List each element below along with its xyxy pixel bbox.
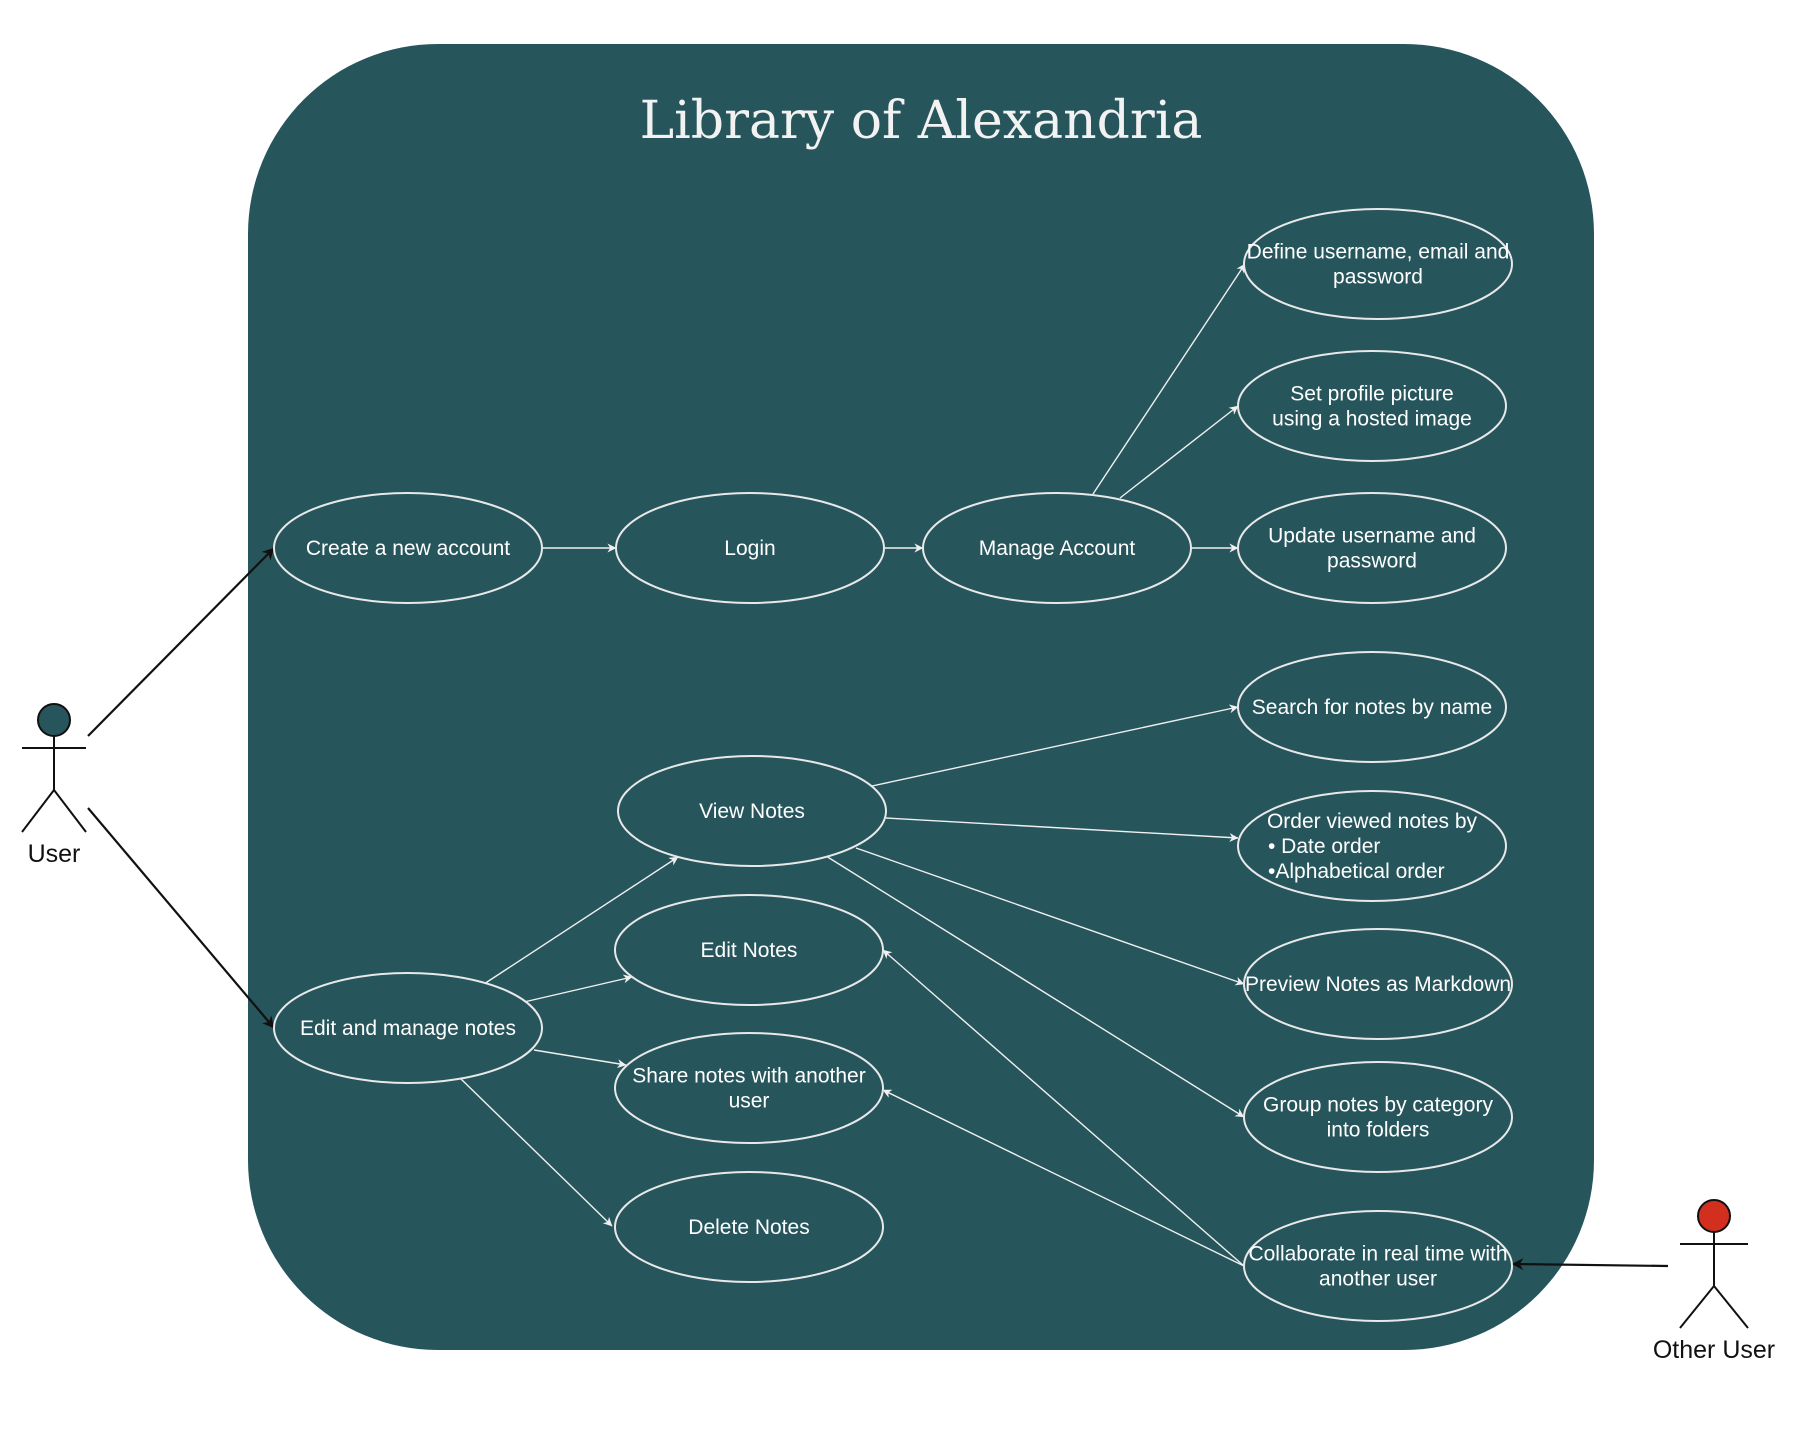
use-case-label: Set profile picture bbox=[1290, 383, 1453, 406]
use-case-label: Create a new account bbox=[306, 537, 510, 560]
use-case-label: • Date order bbox=[1268, 835, 1380, 858]
use-case-label: Edit Notes bbox=[701, 939, 798, 962]
other-user-right-leg bbox=[1713, 1285, 1749, 1329]
edge-manage-to-define-credentials bbox=[1092, 263, 1246, 495]
use-case-ellipse bbox=[273, 492, 543, 604]
use-case-label: Delete Notes bbox=[688, 1216, 809, 1239]
use-case-ellipse bbox=[614, 1171, 884, 1283]
use-case-ellipse bbox=[1237, 350, 1507, 462]
user-head bbox=[37, 703, 71, 737]
edge-edit-manage-to-delete-notes bbox=[459, 1077, 613, 1227]
use-case-ellipse bbox=[1237, 492, 1507, 604]
use-case-ellipse bbox=[1243, 928, 1513, 1040]
use-case-label: Order viewed notes by bbox=[1267, 810, 1478, 833]
use-case-label: Share notes with another bbox=[632, 1065, 865, 1088]
use-case-label: user bbox=[729, 1090, 770, 1113]
use-case-order-notes: Order viewed notes by• Date order•Alphab… bbox=[1237, 790, 1507, 902]
use-case-label: using a hosted image bbox=[1272, 408, 1472, 431]
use-case-ellipse bbox=[922, 492, 1192, 604]
use-case-label: password bbox=[1333, 266, 1423, 289]
use-case-label: Manage Account bbox=[979, 537, 1136, 560]
use-case-preview-markdown: Preview Notes as Markdown bbox=[1243, 928, 1513, 1040]
use-case-label: View Notes bbox=[699, 800, 805, 823]
use-case-ellipse bbox=[617, 755, 887, 867]
use-case-label: password bbox=[1327, 550, 1417, 573]
use-case-login: Login bbox=[615, 492, 885, 604]
use-case-view-notes: View Notes bbox=[617, 755, 887, 867]
actor-other-user: Other User bbox=[1653, 1199, 1775, 1364]
edge-view-to-group-notes bbox=[825, 855, 1245, 1118]
use-case-label: Preview Notes as Markdown bbox=[1245, 973, 1511, 996]
use-case-ellipse bbox=[1237, 790, 1507, 902]
edges bbox=[87, 263, 1669, 1271]
use-case-create-account: Create a new account bbox=[273, 492, 543, 604]
use-case-ellipse bbox=[614, 1032, 884, 1144]
edge-collaborate-to-edit-notes bbox=[882, 949, 1245, 1267]
use-cases: Create a new account Login Manage Account D… bbox=[273, 208, 1513, 1322]
use-case-ellipse bbox=[1243, 1061, 1513, 1173]
use-case-label: into folders bbox=[1327, 1119, 1430, 1142]
user-left-leg bbox=[21, 789, 55, 833]
edge-view-to-search-notes bbox=[871, 704, 1239, 787]
use-case-ellipse bbox=[1243, 1210, 1513, 1322]
use-case-search-notes: Search for notes by name bbox=[1237, 651, 1507, 763]
use-case-ellipse bbox=[273, 972, 543, 1084]
use-case-label: Define username, email and bbox=[1247, 241, 1510, 264]
edge-other-user-to-collaborate bbox=[1511, 1258, 1669, 1271]
use-case-ellipse bbox=[614, 894, 884, 1006]
edge-user-to-create-account bbox=[87, 547, 275, 737]
use-case-label: Search for notes by name bbox=[1252, 696, 1492, 719]
other-user-head bbox=[1697, 1199, 1731, 1233]
edge-edit-manage-to-view-notes bbox=[483, 856, 679, 985]
use-case-ellipse bbox=[615, 492, 885, 604]
edge-user-to-edit-manage-notes bbox=[87, 807, 275, 1029]
use-case-label: Group notes by category bbox=[1263, 1094, 1493, 1117]
other-user-label: Other User bbox=[1653, 1336, 1775, 1364]
edge-edit-manage-to-share-notes bbox=[533, 1049, 627, 1069]
use-case-edit-manage-notes: Edit and manage notes bbox=[273, 972, 543, 1084]
use-case-edit-notes: Edit Notes bbox=[614, 894, 884, 1006]
edge-view-to-order-notes bbox=[885, 817, 1239, 843]
user-right-leg bbox=[53, 789, 87, 833]
use-case-label: Update username and bbox=[1268, 525, 1476, 548]
use-case-label: Collaborate in real time with bbox=[1248, 1243, 1507, 1266]
system-boundary bbox=[248, 44, 1594, 1350]
use-case-label: Login bbox=[724, 537, 775, 560]
other-user-left-leg bbox=[1679, 1285, 1715, 1329]
edge-view-to-preview-markdown bbox=[855, 847, 1245, 986]
use-case-ellipse bbox=[1243, 208, 1513, 320]
use-case-label: another user bbox=[1319, 1268, 1437, 1291]
use-case-manage-account: Manage Account bbox=[922, 492, 1192, 604]
actor-user: User bbox=[21, 703, 87, 868]
use-case-label: Edit and manage notes bbox=[300, 1017, 516, 1040]
use-case-ellipse bbox=[1237, 651, 1507, 763]
system-title: Library of Alexandria bbox=[640, 91, 1203, 151]
edge-manage-to-set-profile-picture bbox=[1119, 405, 1239, 499]
edge-collaborate-to-share-notes bbox=[882, 1089, 1245, 1267]
edge-edit-manage-to-edit-notes bbox=[523, 974, 633, 1003]
user-label: User bbox=[28, 840, 81, 868]
use-case-delete-notes: Delete Notes bbox=[614, 1171, 884, 1283]
use-case-label: •Alphabetical order bbox=[1268, 860, 1445, 883]
